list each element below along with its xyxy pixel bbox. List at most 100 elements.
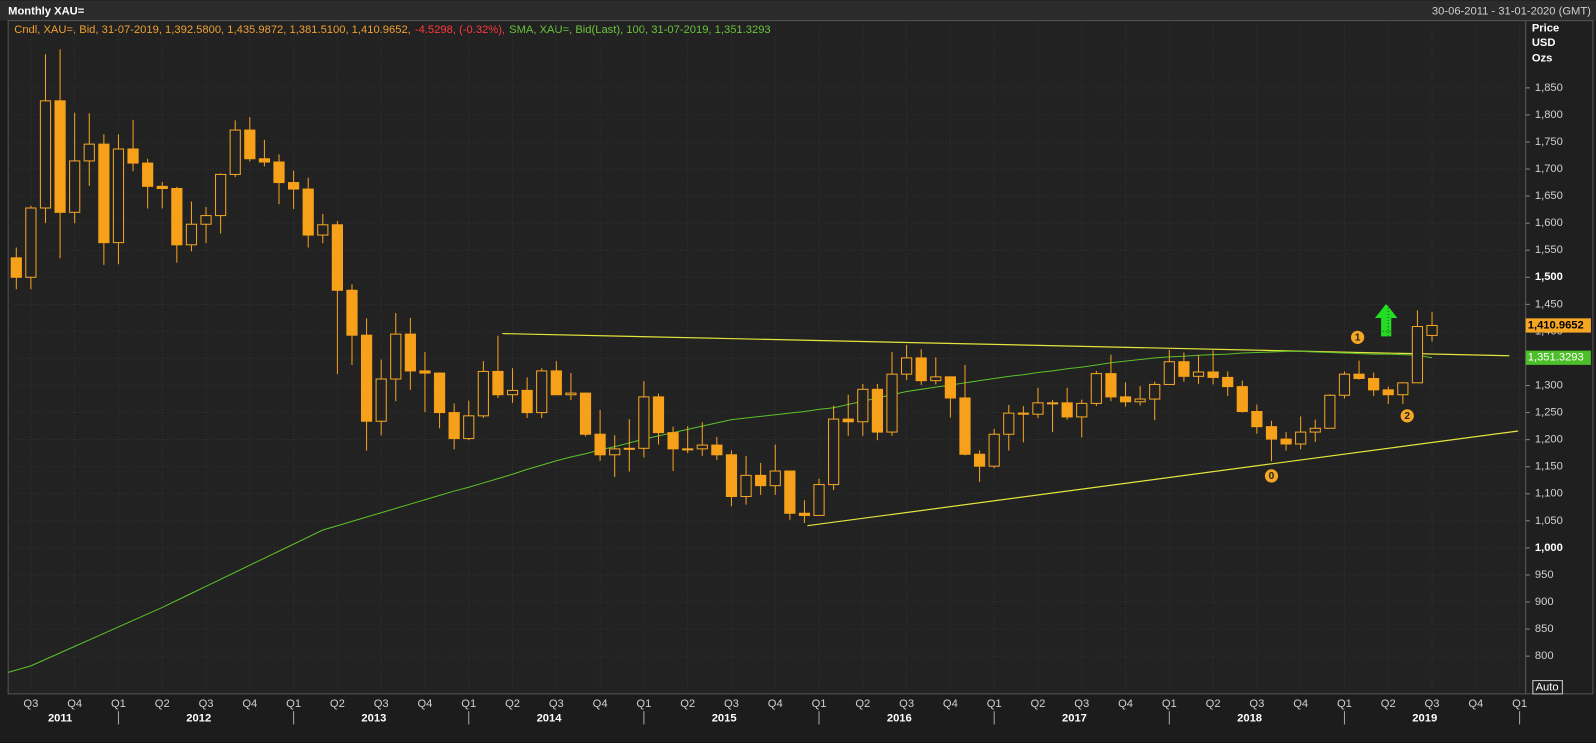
x-tick-label: Q4 xyxy=(593,698,608,710)
candle-body xyxy=(1324,394,1336,429)
y-tick-label: 1,100 xyxy=(1535,488,1563,500)
candle-body xyxy=(682,448,694,451)
trendline xyxy=(807,430,1519,527)
candle-body xyxy=(142,162,154,187)
x-tick-label: Q4 xyxy=(943,698,958,710)
candle-body xyxy=(302,188,314,236)
y-tick-label: 1,700 xyxy=(1535,163,1563,175)
x-tick-label: Q2 xyxy=(1206,698,1221,710)
candle-body xyxy=(1353,373,1365,379)
x-tick-label: Q1 xyxy=(1512,698,1527,710)
x-tick-label: Q3 xyxy=(724,698,739,710)
candle-body xyxy=(973,453,986,467)
candle-body xyxy=(83,143,95,162)
x-tick-label: Q2 xyxy=(855,698,870,710)
y-tick-label: 1,800 xyxy=(1535,109,1563,121)
candle-body xyxy=(390,333,402,380)
y-axis-title: Price xyxy=(1532,23,1559,35)
candle-body xyxy=(258,158,271,163)
candle-body xyxy=(375,378,387,422)
candle-body xyxy=(127,148,139,164)
candle-body xyxy=(696,444,708,450)
candle-body xyxy=(871,388,884,433)
candle-body xyxy=(1178,361,1190,377)
candle-body xyxy=(1236,386,1248,413)
y-tick-label: 1,850 xyxy=(1535,82,1563,94)
y-tick-label: 1,600 xyxy=(1535,217,1563,229)
candle-body xyxy=(1119,396,1132,403)
candle-body xyxy=(477,370,489,417)
y-tick-label: 850 xyxy=(1535,623,1554,635)
header-bar xyxy=(0,0,1596,21)
candle-body xyxy=(404,333,416,372)
auto-button[interactable] xyxy=(1532,680,1563,695)
last-price-box xyxy=(1525,318,1591,333)
candle-body xyxy=(1295,431,1307,445)
up-arrow xyxy=(1374,303,1398,337)
candle-body xyxy=(419,370,431,374)
candle-body xyxy=(200,215,212,225)
x-tick-label: Q1 xyxy=(987,698,1002,710)
x-tick-label: Q2 xyxy=(330,698,345,710)
candle-body xyxy=(1046,402,1059,405)
x-tick-label: Q4 xyxy=(1293,698,1308,710)
candle-body xyxy=(1032,402,1044,415)
x-tick-label: Q3 xyxy=(1074,698,1089,710)
y-tick-label: 1,150 xyxy=(1535,461,1563,473)
y-tick-label: 1,200 xyxy=(1535,434,1563,446)
candle-body xyxy=(638,396,650,449)
candle-body xyxy=(594,433,606,456)
candle-body xyxy=(609,448,621,456)
legend-candle: Cndl, XAU=, Bid, 31-07-2019, 1,392.5800,… xyxy=(14,24,411,36)
candle-body xyxy=(901,357,913,375)
x-tick-label: Q4 xyxy=(67,698,82,710)
candle-body xyxy=(1222,376,1234,388)
candle-body xyxy=(156,185,168,190)
x-tick-label: Q2 xyxy=(155,698,170,710)
x-tick-label: Q3 xyxy=(549,698,564,710)
candle-body xyxy=(215,173,227,217)
y-tick-label: 1,300 xyxy=(1535,379,1563,391)
year-label: 2019 xyxy=(1412,712,1437,724)
candle-body xyxy=(915,357,927,382)
sma-line xyxy=(7,350,1433,673)
x-tick-label: Q4 xyxy=(1468,698,1483,710)
x-tick-label: Q3 xyxy=(1249,698,1264,710)
candle-body xyxy=(1368,377,1380,391)
candle-body xyxy=(288,182,300,190)
candle-body xyxy=(521,389,533,414)
candle-body xyxy=(1192,371,1205,377)
year-label: 2012 xyxy=(186,712,211,724)
x-tick-label: Q3 xyxy=(199,698,214,710)
y-tick-label: 1,250 xyxy=(1535,407,1563,419)
candle-body xyxy=(1426,324,1438,336)
candle-body xyxy=(798,512,811,516)
candle-body xyxy=(988,433,1000,467)
y-tick-label: 800 xyxy=(1535,650,1554,662)
candle-body xyxy=(317,224,329,236)
year-label: 2017 xyxy=(1062,712,1087,724)
candle-body xyxy=(69,160,81,213)
candle-body xyxy=(463,415,475,440)
y-tick-label: 950 xyxy=(1535,569,1554,581)
candle-body xyxy=(1076,402,1088,418)
candle-body xyxy=(550,370,562,396)
y-tick-label: 1,000 xyxy=(1535,542,1563,554)
y-tick-label: 1,750 xyxy=(1535,136,1563,148)
candle-body xyxy=(1251,410,1263,428)
candle-body xyxy=(331,224,343,291)
candle-body xyxy=(1105,373,1117,398)
annotation-label: 0 xyxy=(1269,471,1275,482)
legend-sma: SMA, XAU=, Bid(Last), 100, 31-07-2019, 1… xyxy=(509,24,771,36)
trendline xyxy=(502,332,1510,357)
plot-area xyxy=(7,20,1527,695)
x-tick-label: Q2 xyxy=(505,698,520,710)
auto-button-label[interactable]: Auto xyxy=(1536,682,1559,694)
y-axis-title: USD xyxy=(1532,37,1556,49)
last-price-label: 1,410.9652 xyxy=(1528,319,1584,331)
y-axis-title: Ozs xyxy=(1532,52,1553,64)
candle-body xyxy=(25,207,37,278)
candle-body xyxy=(10,257,22,278)
